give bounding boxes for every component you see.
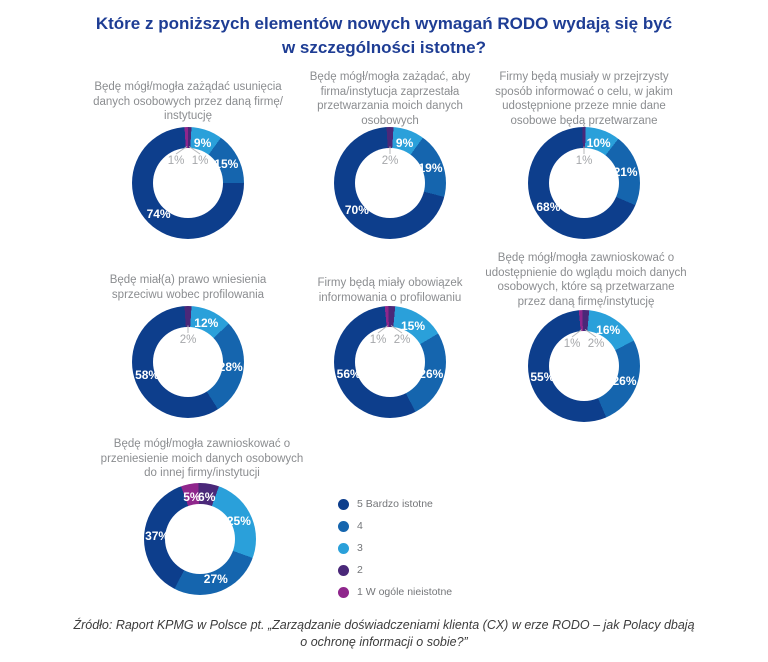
donut-chart-transparent-purpose: 10% 21% 68% 1% [528,127,640,239]
segment-value-label: 56% [336,367,361,381]
callout-value-label: 2% [179,334,197,346]
segment-value-label: 37% [145,529,170,544]
segment-value-label: 9% [193,135,212,150]
segment-value-label: 55% [530,369,555,384]
legend-item-3: 3 [338,537,452,559]
callout-value-label: 2% [393,334,411,346]
legend: 5 Bardzo istotne 4 3 2 1 W ogóle nieisto… [338,493,452,603]
segment-value-label: 74% [146,207,171,222]
donut-chart-data-portability: 5% 6% 25% 27% 37% [144,483,256,595]
callout-leader-lines [571,329,597,338]
segment-value-label: 16% [596,323,621,338]
page-title: Które z poniższych elementów nowych wyma… [0,12,768,60]
segment-value-label: 68% [536,200,561,215]
donut-hole [549,148,619,218]
legend-swatch-1 [338,586,349,598]
legend-swatch-3 [338,542,349,554]
legend-item-4: 4 [338,515,452,537]
callout-value-label: 1% [369,334,387,346]
segment-value-label: 15% [214,156,239,171]
segment-value-label: 10% [586,135,611,150]
legend-swatch-2 [338,564,349,576]
donut-title-object-profiling: Będę miał(a) prawo wniesienia sprzeciwu … [109,274,267,301]
donut-hole [153,148,223,218]
callout-value-label: 2% [381,155,399,167]
donut-title-stop-processing: Będę mógł/mogła zażądać, aby firma/insty… [309,71,471,128]
source-note: Źródło: Raport KPMG w Polsce pt. „Zarząd… [0,617,768,651]
segment-value-label: 15% [400,318,426,333]
legend-label-1: 1 W ogóle nieistotne [357,586,453,598]
legend-label-2: 2 [357,564,363,576]
segment-value-label: 58% [135,368,160,383]
legend-label-3: 3 [357,542,363,554]
segment-value-label: 12% [194,316,219,331]
segment-value-label: 26% [612,373,637,388]
donut-title-data-portability: Będę mógł/mogła zawnioskować o przeniesi… [100,438,304,480]
callout-value-label: 2% [587,338,605,350]
legend-swatch-4 [338,520,349,532]
donut-title-inform-profiling: Firmy będą miały obowiązek informowania … [317,277,463,304]
callout-value-label: 1% [167,155,185,167]
segment-value-label: 25% [226,513,251,528]
segment-value-label: 26% [419,367,444,381]
source-note-line2: o ochronę informacji o sobie?” [300,634,468,649]
segment-value-label: 21% [613,165,638,180]
callout-leader-lines [377,325,403,334]
legend-swatch-5 [338,498,349,510]
donut-chart-access-data: 16% 26% 55% 1% 2% [528,310,640,422]
segment-value-label: 5% [183,489,201,504]
legend-item-2: 2 [338,559,452,581]
donut-chart-inform-profiling: 15% 26% 56% 1% 2% [334,306,446,418]
callout-value-label: 1% [191,155,209,167]
donut-chart-delete-data: 9% 15% 74% 1% 1% [132,127,244,239]
callout-value-label: 1% [575,155,593,167]
segment-value-label: 6% [198,489,216,504]
donut-hole [153,327,223,397]
callout-leader-lines [175,146,201,155]
source-note-line1: Źródło: Raport KPMG w Polsce pt. „Zarząd… [73,618,695,632]
donut-title-access-data: Będę mógł/mogła zawnioskować o udostępni… [485,252,687,309]
donut-chart-stop-processing: 9% 19% 70% 2% [334,127,446,239]
callout-leader-lines [389,146,391,154]
donut-title-transparent-purpose: Firmy będą musiały w przejrzysty sposób … [495,71,673,128]
segment-value-label: 27% [203,572,228,586]
segment-value-label: 70% [344,203,369,218]
callout-leader-lines [583,146,585,154]
legend-label-5: 5 Bardzo istotne [357,498,433,510]
legend-item-1: 1 W ogóle nieistotne [338,581,452,603]
page-title-line2: w szczególności istotne? [281,38,487,58]
legend-item-5: 5 Bardzo istotne [338,493,452,515]
segment-value-label: 28% [218,360,243,375]
legend-label-4: 4 [357,520,363,532]
page-title-line1: Które z poniższych elementów nowych wyma… [95,14,673,33]
callout-leader-lines [187,325,189,333]
donut-hole [165,504,235,574]
donut-hole [549,331,619,401]
segment-value-label: 9% [395,135,414,150]
donut-title-delete-data: Będę mógł/mogła zażądać usunięcia danych… [93,81,283,123]
callout-value-label: 1% [563,338,581,350]
donut-hole [355,148,425,218]
donut-chart-object-profiling: 12% 28% 58% 2% [132,306,244,418]
segment-value-label: 19% [418,161,443,176]
donut-hole [355,327,425,397]
